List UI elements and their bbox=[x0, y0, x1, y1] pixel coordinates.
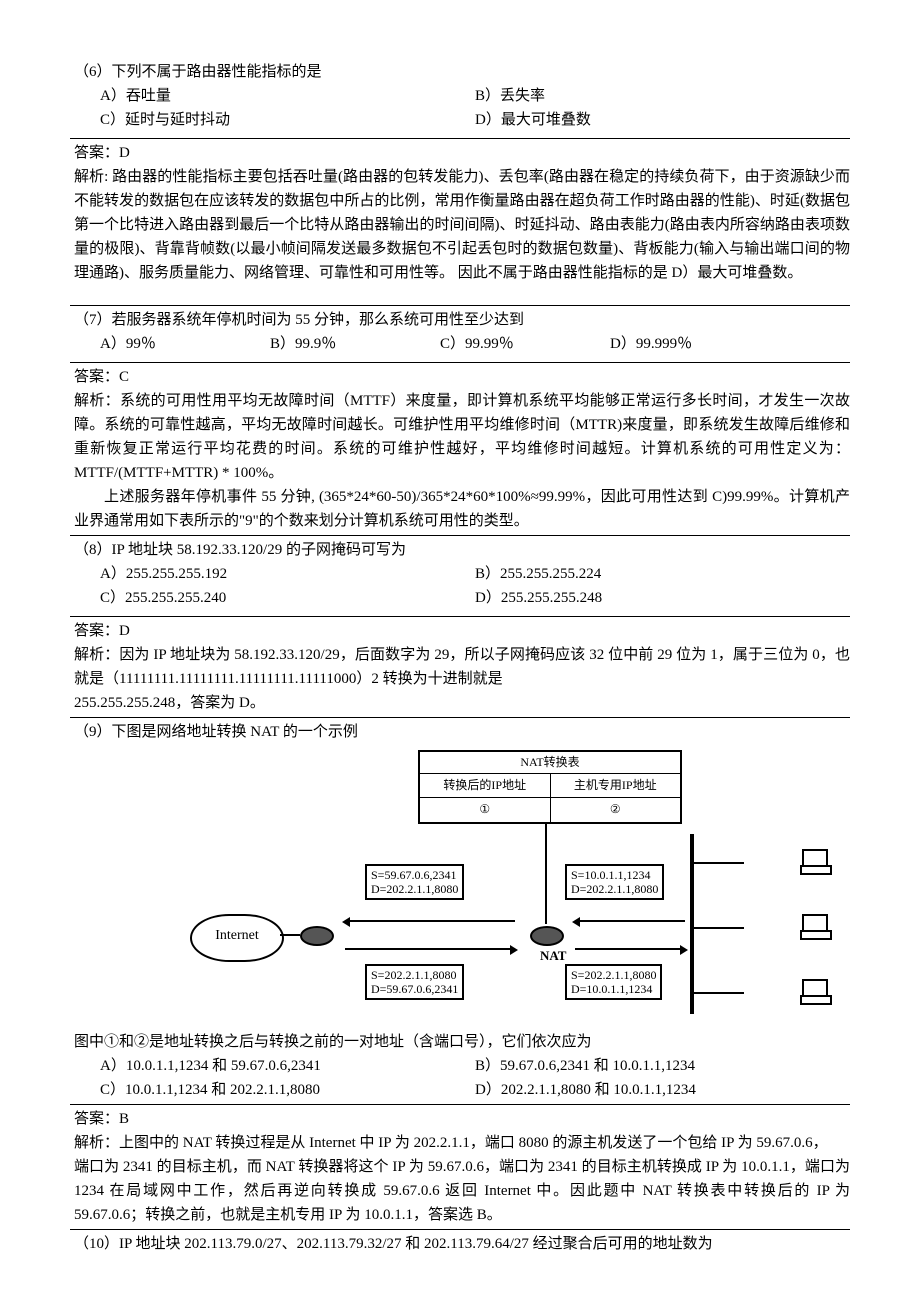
q6-optB: B）丢失率 bbox=[475, 84, 850, 108]
q9-explain-p1: 解析：上图中的 NAT 转换过程是从 Internet 中 IP 为 202.2… bbox=[70, 1131, 850, 1155]
nat-table-link bbox=[545, 824, 547, 924]
nat-table: NAT转换表 转换后的IP地址 主机专用IP地址 ① ② bbox=[418, 750, 682, 824]
q8-optC: C）255.255.255.240 bbox=[100, 586, 475, 610]
packet-box-3: S=202.2.1.1,8080 D=59.67.0.6,2341 bbox=[365, 964, 464, 1001]
q8-optA: A）255.255.255.192 bbox=[100, 562, 475, 586]
q7-optB: B）99.9％ bbox=[270, 332, 440, 356]
pkt-line: D=202.2.1.1,8080 bbox=[371, 882, 458, 896]
q6-text: （6）下列不属于路由器性能指标的是 bbox=[70, 60, 850, 84]
line bbox=[694, 927, 744, 929]
q7-answer: 答案：C bbox=[70, 365, 850, 389]
q6-explain: 解析: 路由器的性能指标主要包括吞吐量(路由器的包转发能力)、丢包率(路由器在稳… bbox=[70, 165, 850, 285]
internet-cloud: Internet bbox=[190, 914, 284, 962]
q6-optC: C）延时与延时抖动 bbox=[100, 108, 475, 132]
nat-router bbox=[530, 926, 564, 946]
divider bbox=[70, 1104, 850, 1105]
router1 bbox=[300, 926, 334, 946]
line bbox=[280, 934, 300, 936]
nat-label: NAT bbox=[540, 946, 566, 967]
nat-num1: ① bbox=[420, 798, 551, 821]
nat-num2: ② bbox=[551, 798, 681, 821]
pkt-line: D=59.67.0.6,2341 bbox=[371, 982, 458, 996]
q6-optA: A）吞吐量 bbox=[100, 84, 475, 108]
q8-explain-p1: 解析：因为 IP 地址块为 58.192.33.120/29，后面数字为 29，… bbox=[70, 643, 850, 691]
pkt-line: S=202.2.1.1,8080 bbox=[371, 968, 458, 982]
divider bbox=[70, 362, 850, 363]
line bbox=[694, 862, 744, 864]
q8-explain-p2: 255.255.255.248，答案为 D。 bbox=[70, 691, 850, 715]
nat-table-title: NAT转换表 bbox=[420, 752, 680, 774]
q6-answer: 答案：D bbox=[70, 141, 850, 165]
q7-explain-p1: 解析：系统的可用性用平均无故障时间（MTTF）来度量，即计算机系统平均能够正常运… bbox=[70, 389, 850, 485]
q9-subtext: 图中①和②是地址转换之后与转换之前的一对地址（含端口号），它们依次应为 bbox=[70, 1030, 850, 1054]
pc-icon bbox=[800, 914, 830, 940]
divider bbox=[70, 305, 850, 306]
packet-box-2: S=10.0.1.1,1234 D=202.2.1.1,8080 bbox=[565, 864, 664, 901]
lan-segment bbox=[690, 834, 694, 1014]
divider bbox=[70, 1229, 850, 1230]
q8-optD: D）255.255.255.248 bbox=[475, 586, 850, 610]
pkt-line: S=10.0.1.1,1234 bbox=[571, 868, 658, 882]
q9-answer: 答案：B bbox=[70, 1107, 850, 1131]
q10-text: （10）IP 地址块 202.113.79.0/27、202.113.79.32… bbox=[70, 1232, 850, 1256]
q9-optC: C）10.0.1.1,1234 和 202.2.1.1,8080 bbox=[100, 1078, 475, 1102]
q9-optD: D）202.2.1.1,8080 和 10.0.1.1,1234 bbox=[475, 1078, 850, 1102]
nat-hdr2: 主机专用IP地址 bbox=[551, 774, 681, 798]
pkt-line: D=10.0.1.1,1234 bbox=[571, 982, 656, 996]
divider bbox=[70, 535, 850, 536]
q8-answer: 答案：D bbox=[70, 619, 850, 643]
q7-explain-p2: 上述服务器年停机事件 55 分钟, (365*24*60-50)/365*24*… bbox=[70, 485, 850, 533]
pkt-line: D=202.2.1.1,8080 bbox=[571, 882, 658, 896]
q9-text: （9）下图是网络地址转换 NAT 的一个示例 bbox=[70, 720, 850, 744]
arrow bbox=[575, 920, 685, 922]
arrow bbox=[345, 920, 515, 922]
line bbox=[694, 992, 744, 994]
arrow bbox=[345, 948, 515, 950]
pc-icon bbox=[800, 849, 830, 875]
divider bbox=[70, 717, 850, 718]
nat-diagram: NAT转换表 转换后的IP地址 主机专用IP地址 ① ② Internet NA… bbox=[310, 750, 790, 1024]
q6-optD: D）最大可堆叠数 bbox=[475, 108, 850, 132]
q8-optB: B）255.255.255.224 bbox=[475, 562, 850, 586]
pc-icon bbox=[800, 979, 830, 1005]
divider bbox=[70, 616, 850, 617]
divider bbox=[70, 138, 850, 139]
q9-explain-p2: 端口为 2341 的目标主机，而 NAT 转换器将这个 IP 为 59.67.0… bbox=[70, 1155, 850, 1227]
q9-optA: A）10.0.1.1,1234 和 59.67.0.6,2341 bbox=[100, 1054, 475, 1078]
q7-optC: C）99.99％ bbox=[440, 332, 610, 356]
nat-hdr1: 转换后的IP地址 bbox=[420, 774, 551, 798]
q7-optA: A）99％ bbox=[100, 332, 270, 356]
q7-optD: D）99.999％ bbox=[610, 332, 780, 356]
pkt-line: S=59.67.0.6,2341 bbox=[371, 868, 458, 882]
q9-optB: B）59.67.0.6,2341 和 10.0.1.1,1234 bbox=[475, 1054, 850, 1078]
packet-box-1: S=59.67.0.6,2341 D=202.2.1.1,8080 bbox=[365, 864, 464, 901]
arrow bbox=[575, 948, 685, 950]
pkt-line: S=202.2.1.1,8080 bbox=[571, 968, 656, 982]
q7-text: （7）若服务器系统年停机时间为 55 分钟，那么系统可用性至少达到 bbox=[70, 308, 850, 332]
packet-box-4: S=202.2.1.1,8080 D=10.0.1.1,1234 bbox=[565, 964, 662, 1001]
q8-text: （8）IP 地址块 58.192.33.120/29 的子网掩码可写为 bbox=[70, 538, 850, 562]
